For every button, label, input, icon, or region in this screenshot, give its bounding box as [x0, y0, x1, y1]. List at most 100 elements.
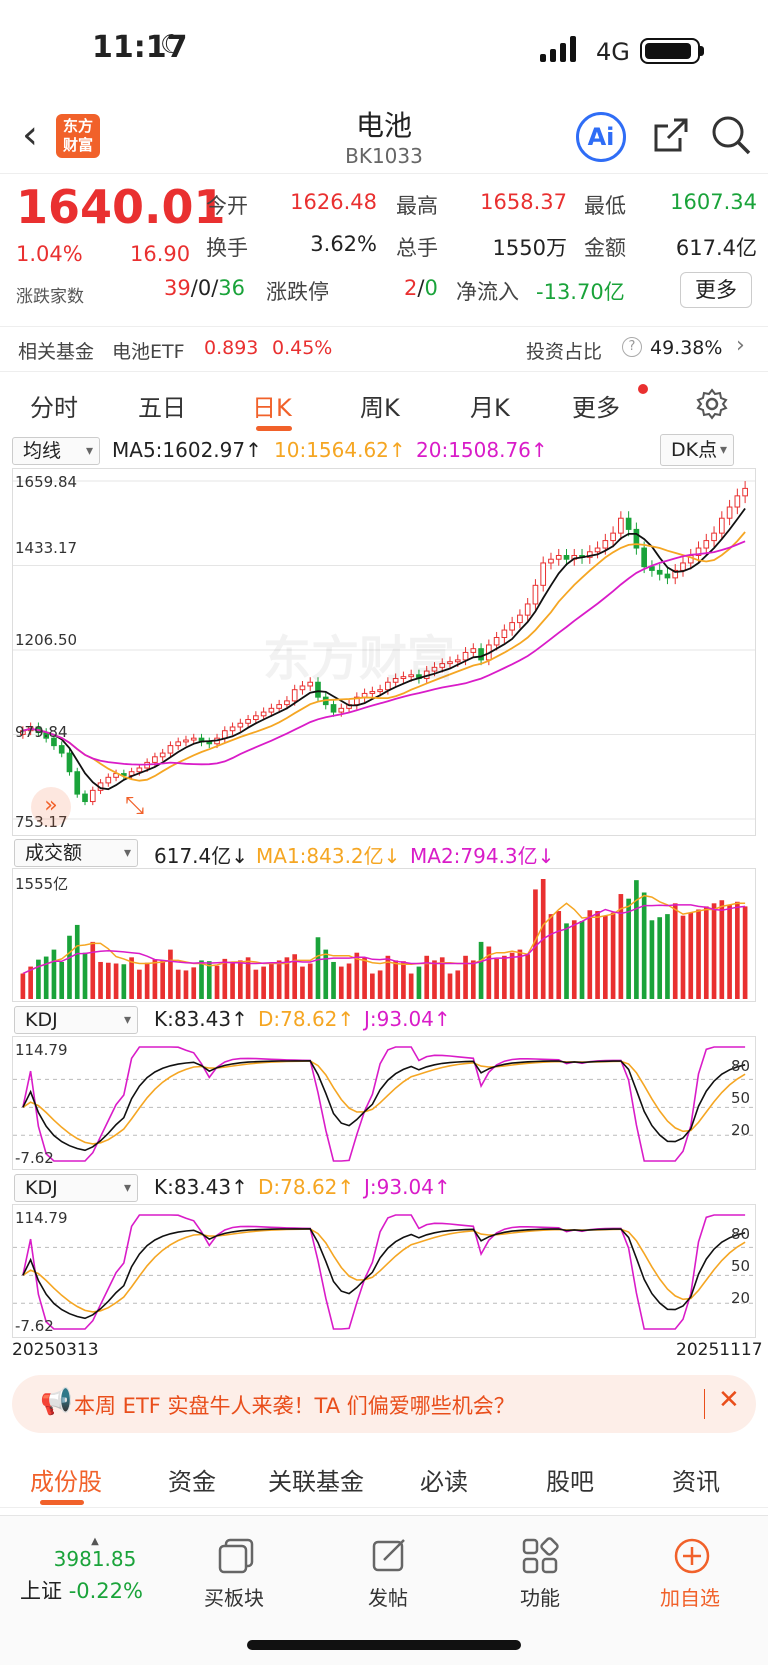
dk-point-button[interactable]: DK点 — [660, 434, 734, 466]
kdj-chart-2[interactable]: 114.79 -7.62 80 50 20 — [12, 1204, 756, 1338]
invest-ratio-value: 49.38% — [650, 337, 723, 359]
buy-block-icon[interactable] — [216, 1536, 256, 1576]
volume-chart[interactable]: 1555亿 — [12, 868, 756, 1002]
banner-text: 本周 ETF 实盘牛人来袭！TA 们偏爱哪些机会？ — [74, 1394, 515, 1418]
indicator-selector-volume[interactable]: 成交额 — [14, 839, 138, 867]
add-favorite-icon[interactable] — [672, 1536, 712, 1576]
quote-panel: 1640.01 1.04% 16.90 今开 1626.48 最高 1658.3… — [0, 176, 768, 326]
candle — [206, 741, 213, 745]
candle — [447, 661, 453, 665]
volume-bar — [370, 973, 375, 999]
turnover-label: 换手 — [206, 236, 248, 260]
settings-icon[interactable] — [696, 388, 728, 420]
indicator-selector-kdj-1[interactable]: KDJ — [14, 1006, 138, 1034]
ma20-line — [22, 540, 746, 766]
volume-bar — [20, 973, 26, 999]
eastmoney-logo: 东方 财富 — [56, 114, 100, 158]
tab-more[interactable]: 更多 — [572, 394, 620, 422]
back-icon[interactable]: ‹ — [22, 112, 38, 158]
signal-icon — [540, 36, 580, 62]
volume-bar — [579, 921, 585, 999]
volume-bar — [680, 915, 686, 999]
volume-bar — [665, 914, 670, 999]
kdj-j-line — [22, 1046, 746, 1162]
tab-funds-flow[interactable]: 资金 — [168, 1468, 216, 1496]
kdj1-k: K:83.43↑ — [154, 1007, 248, 1031]
candle — [58, 745, 65, 754]
tab-monthly-k[interactable]: 月K — [470, 394, 510, 422]
help-icon[interactable]: ? — [622, 337, 642, 357]
related-fund-row[interactable]: 相关基金 电池ETF 0.893 0.45% 投资占比 ? 49.38% › — [0, 326, 768, 372]
y-tick-4: 979.84 — [15, 723, 68, 741]
volume-bar — [610, 912, 616, 999]
close-icon[interactable]: ✕ — [718, 1385, 740, 1415]
post-icon[interactable] — [370, 1536, 410, 1576]
volume-bar — [455, 970, 461, 999]
tab-intraday[interactable]: 分时 — [30, 394, 78, 422]
candle — [276, 704, 282, 709]
volume-bar — [253, 969, 259, 999]
candle — [594, 547, 601, 553]
tab-five-day[interactable]: 五日 — [138, 394, 186, 422]
add-favorite-label[interactable]: 加自选 — [660, 1586, 720, 1610]
volume-bar — [36, 959, 41, 999]
volume-bar — [587, 910, 593, 999]
volume-bar — [727, 904, 732, 999]
candle — [742, 487, 748, 497]
candle — [369, 691, 376, 694]
volume-bar — [626, 898, 631, 999]
volume-ma1-line — [22, 894, 746, 975]
tab-constituents[interactable]: 成份股 — [30, 1468, 102, 1496]
volume-bar — [564, 923, 569, 999]
promo-banner[interactable]: 📢 本周 ETF 实盘牛人来袭！TA 们偏爱哪些机会？ ✕ — [12, 1375, 756, 1433]
function-icon[interactable] — [520, 1536, 560, 1576]
indicator-selector-ma[interactable]: 均线 — [12, 437, 100, 465]
volume-bar — [618, 894, 624, 999]
volume-bar — [98, 961, 103, 999]
tab-must-read[interactable]: 必读 — [420, 1468, 468, 1496]
volume-bar — [401, 961, 406, 999]
volume-bar — [688, 912, 694, 999]
tab-related-funds[interactable]: 关联基金 — [268, 1468, 364, 1496]
more-button[interactable]: 更多 — [680, 272, 752, 308]
y-tick-2: 1433.17 — [15, 539, 78, 557]
kdj-k-line — [22, 1059, 746, 1152]
kdj1-level-80: 80 — [731, 1057, 751, 1075]
amount-label: 金额 — [584, 236, 626, 260]
candle — [253, 715, 259, 721]
kdj-chart-1[interactable]: 114.79 -7.62 80 50 20 — [12, 1036, 756, 1170]
index-ticker[interactable]: ▲ 3981.85 上证 -0.22% — [20, 1536, 170, 1605]
post-label[interactable]: 发帖 — [368, 1586, 408, 1610]
volume-bar — [245, 957, 251, 999]
tab-weekly-k[interactable]: 周K — [360, 394, 400, 422]
updown-counts: 39/0/36 — [164, 276, 245, 300]
search-icon[interactable] — [710, 114, 752, 156]
kline-chart[interactable]: 东方财富 1659.84 1433.17 1206.50 979.84 753.… — [12, 468, 756, 836]
ai-button[interactable]: Ai — [576, 112, 626, 162]
kdj1-svg — [13, 1046, 755, 1162]
fullscreen-icon[interactable]: ⤡ — [125, 791, 145, 819]
volume-bar — [548, 914, 554, 999]
volume-bar — [307, 963, 313, 999]
volume-bar — [424, 955, 430, 999]
candle — [711, 532, 717, 542]
share-icon[interactable] — [650, 116, 690, 156]
change-value: 16.90 — [130, 242, 191, 266]
expand-left-icon[interactable]: » — [31, 787, 71, 827]
kdj1-axis-bottom: -7.62 — [15, 1149, 54, 1167]
function-label[interactable]: 功能 — [520, 1586, 560, 1610]
tab-daily-k[interactable]: 日K — [252, 394, 292, 422]
kdj2-k: K:83.43↑ — [154, 1175, 248, 1199]
volume-bar — [641, 892, 647, 999]
indicator-selector-kdj-2[interactable]: KDJ — [14, 1174, 138, 1202]
tab-news[interactable]: 资讯 — [672, 1468, 720, 1496]
candle — [260, 711, 267, 717]
volume-bar — [377, 970, 383, 999]
buy-block-label[interactable]: 买板块 — [204, 1586, 264, 1610]
tab-forum[interactable]: 股吧 — [546, 1468, 594, 1496]
candle — [66, 752, 73, 773]
volume-bar — [168, 949, 173, 999]
ma10-line — [22, 531, 746, 782]
volume-bar — [470, 960, 476, 999]
kdj-k-line — [22, 1227, 746, 1320]
